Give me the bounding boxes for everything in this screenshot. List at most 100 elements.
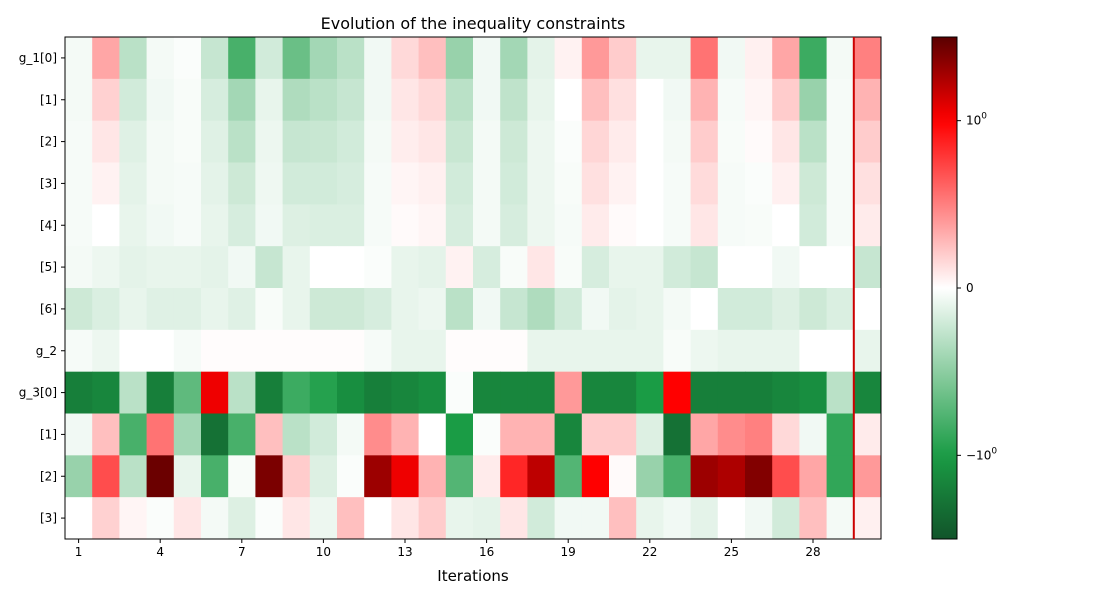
heatmap-cell — [527, 497, 556, 540]
heatmap-cell — [146, 371, 175, 414]
heatmap-cell — [772, 288, 800, 331]
heatmap-cell — [364, 246, 392, 289]
heatmap-cell — [500, 246, 528, 289]
heatmap-cell — [391, 497, 420, 540]
heatmap-cell — [473, 371, 501, 414]
heatmap-cell — [418, 120, 447, 163]
heatmap-cell — [663, 288, 692, 331]
heatmap-cell — [717, 497, 746, 540]
heatmap-cell — [418, 329, 447, 373]
heatmap-cell — [201, 120, 229, 163]
x-tick-label: 10 — [316, 545, 331, 559]
heatmap-cell — [445, 288, 474, 331]
heatmap-cell — [418, 413, 447, 456]
heatmap-cell — [609, 246, 637, 289]
heatmap-cell — [636, 204, 664, 247]
y-tick-label: [2] — [40, 469, 57, 483]
heatmap-cell — [527, 37, 556, 80]
heatmap-cell — [364, 162, 392, 205]
heatmap-cell — [717, 371, 746, 414]
heatmap-cell — [853, 162, 882, 205]
heatmap-cell — [799, 413, 828, 456]
heatmap-cell — [391, 371, 420, 414]
heatmap-cell — [799, 37, 828, 80]
y-tick-label: g_3[0] — [19, 386, 57, 400]
heatmap-cell — [309, 37, 338, 80]
heatmap-cell — [228, 246, 256, 289]
heatmap-cell — [282, 371, 311, 414]
heatmap-cell — [745, 37, 773, 80]
heatmap-cell — [119, 413, 148, 456]
heatmap-cell — [92, 497, 120, 540]
heatmap-cell — [201, 455, 229, 498]
heatmap-cell — [418, 371, 447, 414]
x-tick-label: 22 — [642, 545, 657, 559]
heatmap-cell — [581, 37, 610, 80]
heatmap-cell — [337, 78, 365, 122]
heatmap-cell — [745, 329, 773, 373]
heatmap-cell — [391, 120, 420, 163]
heatmap-cell — [255, 288, 284, 331]
heatmap-cell — [418, 497, 447, 540]
heatmap-cell — [772, 120, 800, 163]
heatmap-cell — [663, 78, 692, 122]
heatmap-cell — [445, 120, 474, 163]
heatmap-cell — [663, 371, 692, 414]
heatmap-cell — [146, 162, 175, 205]
heatmap-cell — [282, 204, 311, 247]
heatmap-cell — [228, 204, 256, 247]
heatmap-cell — [636, 162, 664, 205]
heatmap-cell — [228, 78, 256, 122]
heatmap-cell — [364, 288, 392, 331]
heatmap-cell — [500, 120, 528, 163]
heatmap-cell — [337, 329, 365, 373]
x-tick-label: 25 — [724, 545, 739, 559]
heatmap-cell — [745, 78, 773, 122]
heatmap-cell — [581, 246, 610, 289]
heatmap-cell — [119, 162, 148, 205]
heatmap-cell — [527, 120, 556, 163]
heatmap-cell — [473, 204, 501, 247]
heatmap-cell — [65, 37, 93, 80]
heatmap-cell — [799, 78, 828, 122]
x-axis-label: Iterations — [437, 567, 509, 585]
heatmap-cell — [690, 413, 719, 456]
heatmap-cell — [201, 497, 229, 540]
heatmap-cell — [500, 497, 528, 540]
heatmap-cell — [418, 246, 447, 289]
heatmap-cell — [500, 371, 528, 414]
heatmap-cell — [201, 78, 229, 122]
heatmap-cell — [418, 204, 447, 247]
heatmap-cell — [690, 120, 719, 163]
heatmap-cell — [663, 37, 692, 80]
heatmap-cell — [391, 455, 420, 498]
colorbar-tick-label: −100 — [966, 446, 997, 462]
heatmap-cell — [690, 37, 719, 80]
heatmap-cell — [255, 371, 284, 414]
heatmap-cell — [826, 288, 855, 331]
heatmap-cell — [826, 329, 855, 373]
heatmap-cell — [173, 371, 202, 414]
heatmap-cell — [228, 329, 256, 373]
heatmap-cell — [500, 78, 528, 122]
heatmap-cell — [527, 329, 556, 373]
x-tick-label: 13 — [397, 545, 412, 559]
heatmap-cell — [445, 37, 474, 80]
heatmap-cell — [717, 37, 746, 80]
heatmap-cell — [173, 413, 202, 456]
y-tick-label: [3] — [40, 511, 57, 525]
heatmap-cell — [826, 246, 855, 289]
plot-frame — [64, 36, 882, 540]
heatmap-cell — [445, 162, 474, 205]
y-tick-label: [1] — [40, 93, 57, 107]
heatmap-cell — [92, 162, 120, 205]
heatmap-cell — [173, 204, 202, 247]
heatmap-cell — [228, 371, 256, 414]
heatmap-cell — [636, 371, 664, 414]
heatmap-cell — [228, 288, 256, 331]
heatmap-cell — [364, 413, 392, 456]
heatmap-cell — [364, 371, 392, 414]
heatmap-cell — [255, 413, 284, 456]
heatmap-cell — [527, 246, 556, 289]
heatmap-cell — [201, 288, 229, 331]
